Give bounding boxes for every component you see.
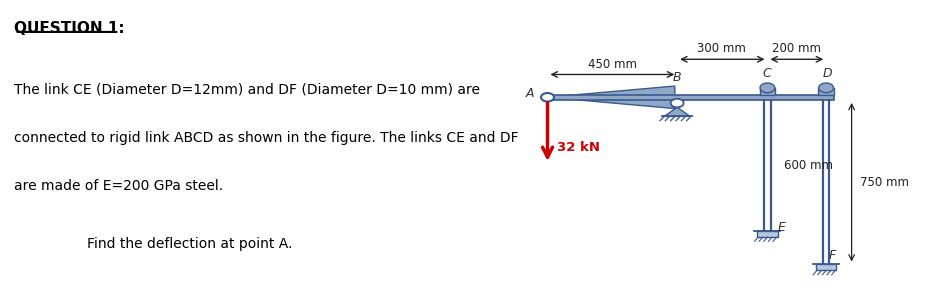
- Text: A: A: [526, 87, 534, 100]
- Text: Find the deflection at point A.: Find the deflection at point A.: [87, 237, 292, 251]
- Polygon shape: [547, 86, 674, 109]
- Text: are made of E=200 GPa steel.: are made of E=200 GPa steel.: [15, 179, 223, 193]
- Polygon shape: [664, 107, 690, 116]
- Text: C: C: [761, 67, 770, 80]
- Text: connected to rigid link ABCD as shown in the figure. The links CE and DF: connected to rigid link ABCD as shown in…: [15, 131, 518, 145]
- Bar: [815, 264, 835, 271]
- Text: 600 mm: 600 mm: [782, 159, 832, 172]
- Text: 300 mm: 300 mm: [696, 42, 744, 55]
- Text: E: E: [777, 221, 784, 234]
- Text: F: F: [828, 249, 835, 262]
- Circle shape: [670, 99, 683, 107]
- Text: 450 mm: 450 mm: [588, 58, 637, 71]
- Polygon shape: [818, 88, 833, 95]
- Circle shape: [540, 93, 553, 102]
- Bar: [756, 231, 777, 237]
- Text: QUESTION 1:: QUESTION 1:: [15, 21, 125, 36]
- Text: D: D: [821, 67, 831, 80]
- Polygon shape: [759, 88, 775, 95]
- Text: B: B: [672, 71, 680, 84]
- Circle shape: [818, 83, 832, 93]
- Circle shape: [759, 83, 774, 93]
- Text: 750 mm: 750 mm: [859, 176, 908, 189]
- Polygon shape: [547, 95, 833, 100]
- Text: 32 kN: 32 kN: [556, 141, 599, 154]
- Text: The link CE (Diameter D=12mm) and DF (Diameter D=10 mm) are: The link CE (Diameter D=12mm) and DF (Di…: [15, 82, 480, 96]
- Text: 200 mm: 200 mm: [771, 42, 820, 55]
